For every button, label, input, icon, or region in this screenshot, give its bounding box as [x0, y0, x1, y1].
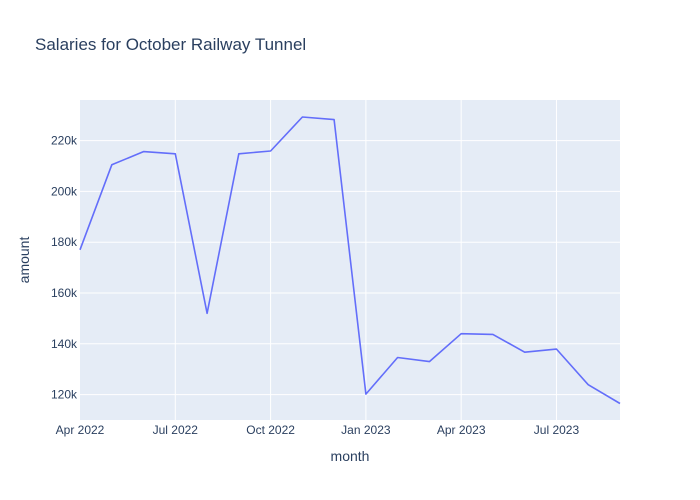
y-tick-label: 200k — [51, 184, 78, 198]
series-line — [79, 116, 621, 405]
x-tick-label: Oct 2022 — [246, 423, 295, 437]
y-tick-label: 180k — [51, 235, 78, 249]
x-tick-label: Jul 2023 — [534, 423, 580, 437]
y-tick-label: 220k — [51, 134, 78, 148]
y-tick-label: 140k — [51, 337, 78, 351]
y-tick-label: 160k — [51, 286, 78, 300]
series-layer — [79, 116, 621, 405]
y-tick-label: 120k — [51, 388, 78, 402]
gridlines — [80, 100, 620, 420]
x-axis-title: month — [331, 448, 370, 464]
y-axis-title: amount — [16, 237, 32, 284]
x-tick-label: Apr 2022 — [56, 423, 105, 437]
x-tick-label: Jul 2022 — [153, 423, 199, 437]
x-axis-ticks: Apr 2022 Jul 2022 Oct 2022 Jan 2023 Apr 2023… — [56, 423, 580, 437]
x-tick-label: Apr 2023 — [437, 423, 486, 437]
x-tick-label: Jan 2023 — [341, 423, 391, 437]
chart-title: Salaries for October Railway Tunnel — [35, 35, 306, 54]
y-axis-ticks: 120k 140k 160k 180k 200k 220k — [51, 134, 78, 402]
